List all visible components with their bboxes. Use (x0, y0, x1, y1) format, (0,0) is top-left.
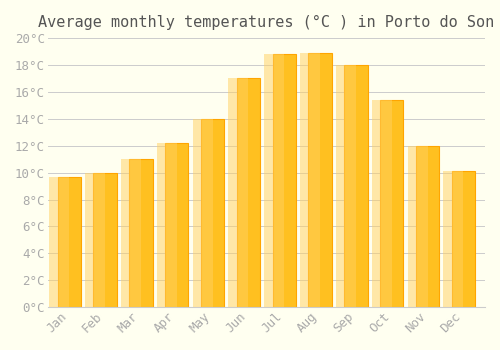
Title: Average monthly temperatures (°C ) in Porto do Son: Average monthly temperatures (°C ) in Po… (38, 15, 494, 30)
Bar (416, 146, 440, 307)
Bar (380, 100, 404, 307)
Bar (165, 143, 188, 307)
Bar (272, 54, 296, 307)
Bar (58, 177, 81, 307)
Bar (408, 146, 428, 307)
Bar (237, 78, 260, 307)
Bar (308, 53, 332, 307)
Bar (264, 54, 284, 307)
Bar (372, 100, 392, 307)
Bar (228, 78, 248, 307)
Bar (452, 171, 475, 307)
Bar (130, 159, 152, 307)
Bar (192, 119, 212, 307)
Bar (444, 171, 464, 307)
Bar (344, 65, 368, 307)
Bar (94, 173, 117, 307)
Bar (300, 53, 320, 307)
Bar (49, 177, 70, 307)
Bar (85, 173, 105, 307)
Bar (336, 65, 356, 307)
Bar (157, 143, 177, 307)
Bar (121, 159, 141, 307)
Bar (201, 119, 224, 307)
